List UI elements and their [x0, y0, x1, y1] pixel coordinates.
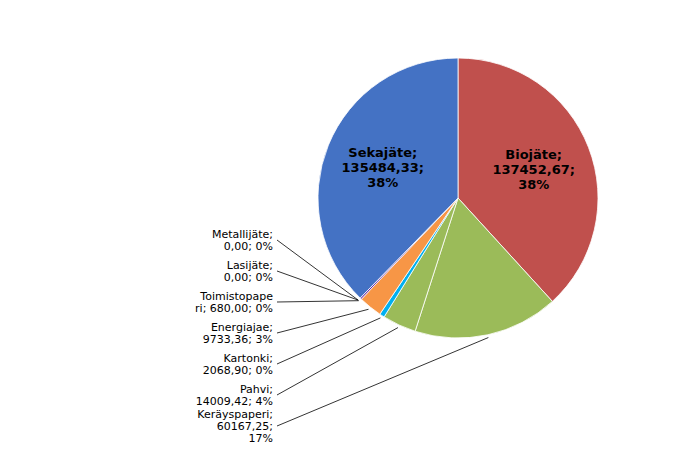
- svg-text:Lasijäte;0,00; 0%: Lasijäte;0,00; 0%: [224, 259, 273, 284]
- svg-text:Sekajäte;135484,33;38%: Sekajäte;135484,33;38%: [342, 145, 425, 190]
- svg-text:Toimistopaperi; 680,00; 0%: Toimistopaperi; 680,00; 0%: [195, 290, 273, 315]
- svg-text:Biojäte;137452,67;38%: Biojäte;137452,67;38%: [492, 146, 575, 191]
- svg-text:Energiajae;9733,36; 3%: Energiajae;9733,36; 3%: [203, 321, 273, 346]
- svg-text:Metallijäte;0,00; 0%: Metallijäte;0,00; 0%: [212, 228, 273, 253]
- svg-text:Pahvi;14009,42; 4%: Pahvi;14009,42; 4%: [196, 383, 273, 408]
- svg-text:Keräyspaperi;60167,25;17%: Keräyspaperi;60167,25;17%: [197, 408, 273, 445]
- svg-text:Kartonki;2068,90; 0%: Kartonki;2068,90; 0%: [203, 352, 273, 377]
